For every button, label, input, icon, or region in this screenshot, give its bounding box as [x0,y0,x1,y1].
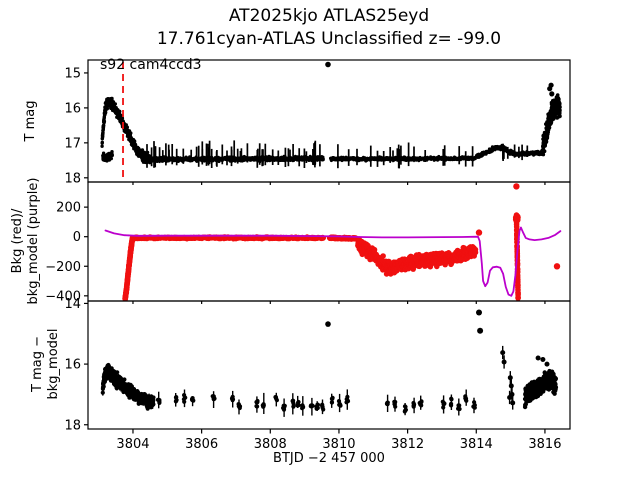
series-bkg-model-line [104,226,562,297]
sector-camera-annotation: s92 cam4ccd3 [100,57,202,73]
series-corr-flare-rise [100,362,122,396]
y-tick-label: 16 [64,101,81,116]
panel-t-mag-minus-bkg-model [100,309,559,417]
chart-title: AT2025kjo ATLAS25eyd [228,6,430,26]
series-bkg-drop-stripe [122,236,135,301]
series-late-bump [474,143,544,159]
y-tick-label: 18 [64,418,81,433]
series-noise-spikes-2 [337,142,474,169]
panel-border [87,59,571,183]
series-corr-high-dots [476,309,484,334]
y-tick-label: 17 [64,136,81,151]
series-final-rise [541,93,562,157]
series-bkg-outliers [475,183,561,270]
series-bkg-droop [355,236,479,277]
series-quiescent-band-2 [329,154,477,163]
series-final-rise-bright-tips [547,82,555,97]
series-noise-spikes-1 [146,140,321,168]
panel-background [104,183,562,301]
series-flare-decay [112,102,152,165]
series-corr-mid-feature [500,345,516,410]
y-tick-label: 14 [64,297,81,312]
x-tick-label: 3812 [391,437,424,452]
y-tick-label: 16 [64,358,81,373]
series-corr-final-bright-dots [535,355,550,367]
y-tick-label: −200 [45,260,81,275]
series-bkg-right-top-blob [512,213,521,224]
series-noise-spikes-3 [502,143,529,161]
panel-border [87,181,571,302]
y-tick-label: 200 [56,201,81,216]
x-tick-label: 3804 [116,437,149,452]
x-axis-label: BTJD −2 457 000 [273,451,385,466]
x-tick-label: 3806 [185,437,218,452]
y-tick-label: 0 [73,230,81,245]
panel-t-mag [100,61,562,182]
x-tick-label: 3810 [322,437,355,452]
chart-subtitle: 17.761cyan-ATLAS Unclassified z= -99.0 [156,29,502,49]
y-axis-label-tmag-minus-bkg: T mag − bkg_model [30,328,61,400]
y-tick-label: 15 [64,66,81,81]
x-tick-label: 3808 [254,437,287,452]
series-bright-outlier [325,61,331,68]
panel-border [87,300,571,430]
series-flare-faint-smear [101,150,115,163]
series-corr-quiescent-clusters [155,389,477,417]
x-tick-label: 3816 [528,437,561,452]
y-axis-label-bkg: Bkg (red)/ bkg_model (purple) [10,177,41,305]
series-corr-bright-outlier [325,321,331,327]
y-tick-label: 18 [64,171,81,186]
x-tick-label: 3814 [460,437,493,452]
y-tick-label: −400 [45,289,81,304]
series-corr-final-cluster [522,368,559,410]
series-corr-flare-decay [117,375,156,411]
y-axis-label-tmag: T mag [23,100,38,142]
